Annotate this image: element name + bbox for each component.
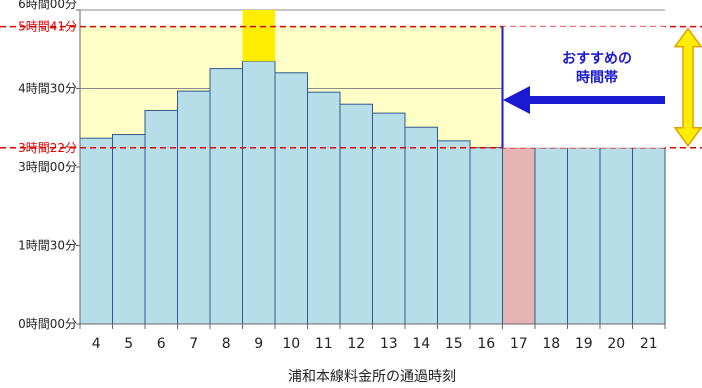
x-tick-label-6: 6 <box>157 336 166 352</box>
recommend-arrow-head <box>503 86 530 114</box>
bar-7 <box>177 90 211 325</box>
recommend-arrow-shaft <box>528 96 665 104</box>
bar-6 <box>144 109 178 325</box>
reference-label: 5時間41分 <box>18 20 77 34</box>
bar-17 <box>502 147 536 325</box>
x-tick-label-19: 19 <box>575 336 593 352</box>
callout-text-line: 時間帯 <box>576 69 618 86</box>
x-tick-label-14: 14 <box>412 336 430 352</box>
bar-4 <box>79 137 113 325</box>
bar-5 <box>112 134 146 325</box>
bar-11 <box>307 91 341 325</box>
x-tick-label-21: 21 <box>640 336 658 352</box>
bar-13 <box>372 112 406 325</box>
x-tick-label-10: 10 <box>282 336 300 352</box>
x-tick-label-15: 15 <box>445 336 463 352</box>
y-tick-label: 3時間00分 <box>18 160 77 174</box>
x-tick-label-13: 13 <box>380 336 398 352</box>
x-tick-label-7: 7 <box>189 336 198 352</box>
x-tick-label-12: 12 <box>347 336 365 352</box>
y-tick-label: 4時間30分 <box>18 82 77 96</box>
peak-marker <box>242 10 275 62</box>
x-tick-label-17: 17 <box>510 336 528 352</box>
bar-20 <box>599 147 633 325</box>
x-tick-label-8: 8 <box>222 336 231 352</box>
bar-16 <box>469 147 503 325</box>
x-axis-label: 浦和本線料金所の通過時刻 <box>288 369 456 385</box>
reference-label: 3時間22分 <box>18 141 77 155</box>
x-tick-label-20: 20 <box>607 336 625 352</box>
x-tick-label-9: 9 <box>254 336 263 352</box>
y-tick-label: 0時間00分 <box>18 317 77 331</box>
bar-15 <box>437 140 471 325</box>
y-tick-label: 6時間00分 <box>18 0 77 11</box>
bar-8 <box>209 68 243 325</box>
x-tick-label-16: 16 <box>477 336 495 352</box>
bar-14 <box>404 126 438 325</box>
bar-18 <box>534 147 568 325</box>
x-tick-label-4: 4 <box>92 336 101 352</box>
bar-21 <box>632 147 666 325</box>
y-tick-label: 1時間30分 <box>18 239 77 253</box>
bar-10 <box>274 72 308 325</box>
range-double-arrow <box>673 27 702 148</box>
x-tick-label-18: 18 <box>542 336 560 352</box>
bar-9 <box>242 60 276 325</box>
bar-19 <box>567 147 601 325</box>
x-tick-label-5: 5 <box>124 336 133 352</box>
callout-box <box>502 26 665 148</box>
bar-12 <box>339 103 373 325</box>
x-tick-label-11: 11 <box>315 336 333 352</box>
callout-text-line: おすすめの <box>562 51 632 67</box>
